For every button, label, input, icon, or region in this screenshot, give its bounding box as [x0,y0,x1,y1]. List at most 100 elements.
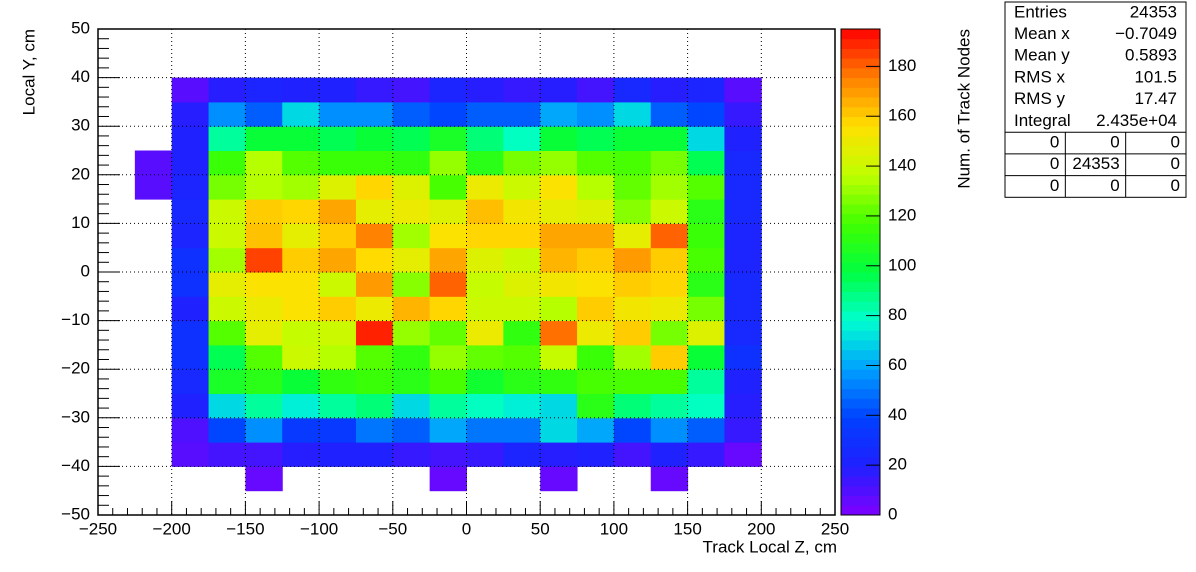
colorbar-band [841,135,880,147]
heat-cell [319,272,357,297]
heat-cell [282,247,320,273]
heat-cell [319,150,357,176]
y-tick-label: 20 [71,164,90,183]
heat-cell [319,296,357,322]
heat-cell [208,174,246,200]
heat-cell [319,199,357,224]
stats-key: Entries [1014,2,1067,21]
heat-cell [613,296,652,322]
heat-cell [392,369,431,394]
heat-cell [171,223,210,249]
colorbar-band [841,437,880,448]
heat-cell [650,247,689,273]
stats-value: −0.7049 [1115,24,1177,43]
heat-cell [282,101,320,127]
heat-cell [171,126,210,151]
heat-cell [466,344,504,370]
heat-cell [613,77,652,103]
colorbar-tick-label: 160 [888,106,916,125]
heat-cell [503,199,541,224]
heat-cell [208,320,246,346]
heat-cell [466,126,504,151]
heat-cell [650,101,689,127]
y-tick-label: 10 [71,213,90,232]
heat-cell [577,442,615,467]
stats-cell: 0 [1050,154,1059,173]
heat-cell [208,77,246,103]
heat-cell [503,150,541,176]
heat-cell [392,126,431,151]
heat-cell [613,199,652,224]
colorbar-band [841,194,880,205]
heat-cell [540,199,578,224]
heat-cell [392,344,431,370]
colorbar-band [841,174,880,186]
heat-cell [687,101,725,127]
colorbar-band [841,67,880,79]
heat-cell [466,101,504,127]
heat-cell [171,199,210,224]
heat-cell [245,199,283,224]
heat-cell [392,101,431,127]
heat-cell [613,126,652,151]
stats-cell: 0 [1110,176,1119,195]
heat-cell [540,393,578,419]
heat-cell [392,77,431,103]
heat-cell [650,344,689,370]
heat-cell [208,296,246,322]
heat-cell [282,417,320,443]
stats-value: 101.5 [1134,67,1177,86]
x-tick-label: 200 [747,519,775,538]
heat-cell [613,174,652,200]
heat-cell [171,344,210,370]
plot-frame [97,28,836,516]
heat-cell [466,369,504,394]
heat-cell [245,174,283,200]
heat-cell [503,369,541,394]
heat-cell [687,393,725,419]
heat-cell [355,199,394,224]
heat-cell [355,101,394,127]
heat-cell [650,393,689,419]
stats-cell: 0 [1171,133,1180,152]
heat-cell [650,417,689,443]
heat-cell [208,369,246,394]
heat-cell [355,247,394,273]
heat-cell [171,174,210,200]
heat-cell [282,223,320,249]
heat-cell [650,320,689,346]
heat-cell [540,442,578,467]
heat-cell [724,199,762,224]
heat-cell [466,199,504,224]
colorbar-band [841,184,880,195]
y-tick-label: 40 [71,67,90,86]
heat-cell [171,320,210,346]
heat-cell [392,174,431,200]
colorbar-band [841,378,880,390]
heat-cell [687,442,725,467]
x-tick-label: 0 [462,519,471,538]
colorbar-band [841,310,880,322]
heat-cell [650,272,689,297]
colorbar-band [841,38,880,49]
heat-cell [613,417,652,443]
heat-cell [724,272,762,297]
heat-cell [208,344,246,370]
colorbar-band [841,349,880,360]
heat-cell [245,369,283,394]
colorbar-band [841,213,880,224]
heat-cell [355,442,394,467]
heat-cell [724,223,762,249]
heat-cell [429,101,467,127]
heat-cell [319,101,357,127]
heat-cell [355,393,394,419]
heat-cell [577,247,615,273]
heat-cell [687,223,725,249]
heat-cell [503,247,541,273]
heat-cell [392,417,431,443]
heat-cell [466,320,504,346]
colorbar-band [841,281,880,292]
colorbar-band [841,203,880,215]
heat-cell [171,272,210,297]
stats-value: 2.435e+04 [1096,111,1177,130]
